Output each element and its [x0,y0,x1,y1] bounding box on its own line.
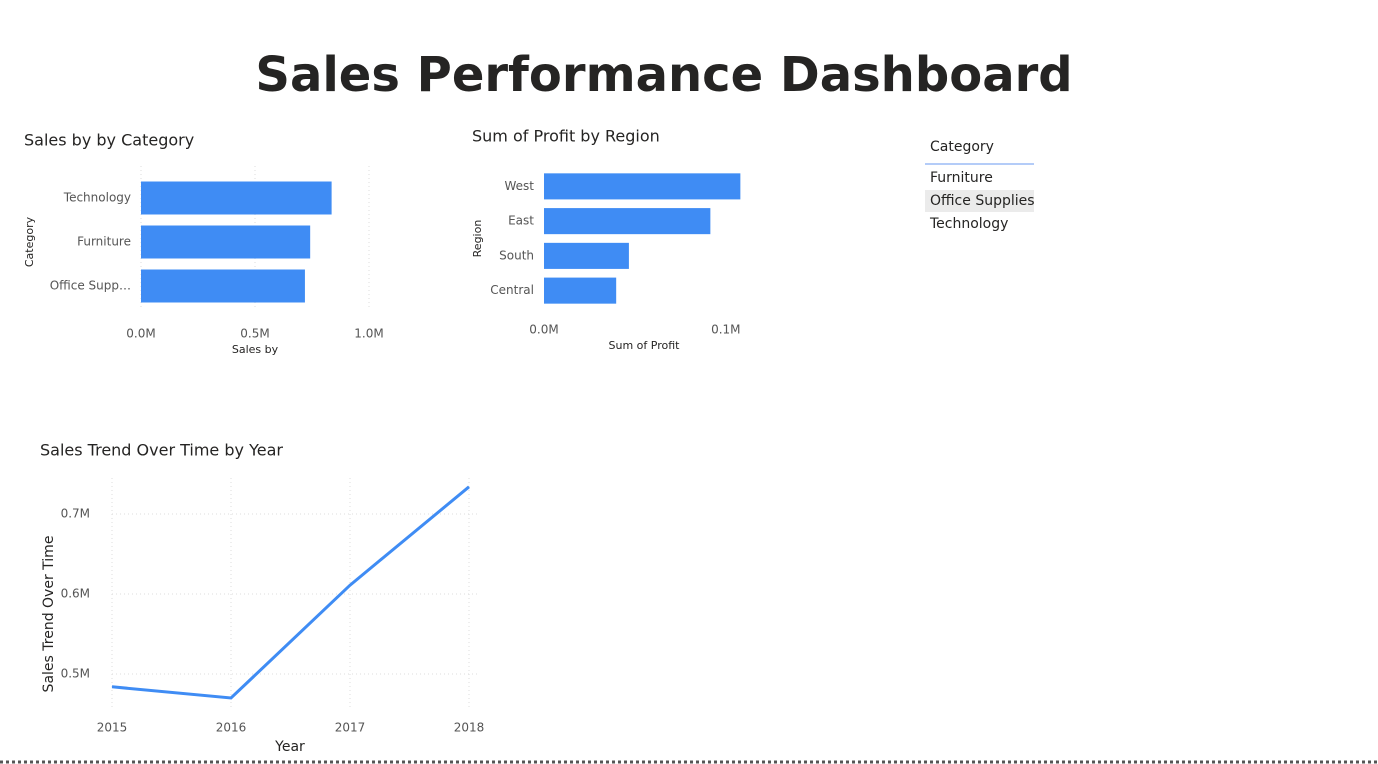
x-tick-label: 0.0M [126,327,155,341]
bar [141,181,332,215]
bar [544,277,617,304]
chart-title: Sum of Profit by Region [472,127,660,146]
x-tick-label: 1.0M [354,327,383,341]
bar [544,242,629,269]
y-tick-label: East [508,214,534,228]
x-tick-label: 0.0M [529,323,558,337]
x-tick-label: 0.1M [711,323,740,337]
chart-title: Sales by by Category [24,131,194,150]
bar [141,225,311,259]
y-tick-label: 0.5M [61,667,90,681]
bar [141,269,305,303]
slicer-highlight [925,190,1034,212]
y-tick-label: 0.7M [61,507,90,521]
slicer-item[interactable]: Office Supplies [930,193,1035,209]
x-axis-title: Year [274,739,305,755]
x-axis-title: Sum of Profit [609,339,681,352]
x-tick-label: 0.5M [240,327,269,341]
y-tick-label: 0.6M [61,587,90,601]
y-tick-label: South [499,248,534,262]
y-tick-label: Office Supp… [50,279,131,293]
x-axis-title: Sales by [232,343,279,356]
y-tick-label: Technology [63,191,131,205]
x-tick-label: 2017 [335,721,366,735]
y-axis-title: Region [471,220,484,258]
y-axis-title: Sales Trend Over Time [41,536,57,693]
line [111,485,470,700]
slicer-header: Category [930,139,994,155]
x-tick-label: 2018 [454,721,485,735]
slicer-item[interactable]: Furniture [930,170,993,186]
y-axis-title: Category [23,216,36,267]
x-tick-label: 2015 [97,721,128,735]
bar [544,208,711,235]
y-tick-label: Central [490,283,534,297]
y-tick-label: West [504,179,534,193]
slicer-item[interactable]: Technology [929,216,1008,232]
x-tick-label: 2016 [216,721,247,735]
chart-title: Sales Trend Over Time by Year [40,441,283,460]
y-tick-label: Furniture [77,235,131,249]
dashboard-title: Sales Performance Dashboard [255,47,1072,103]
bar [544,173,741,200]
